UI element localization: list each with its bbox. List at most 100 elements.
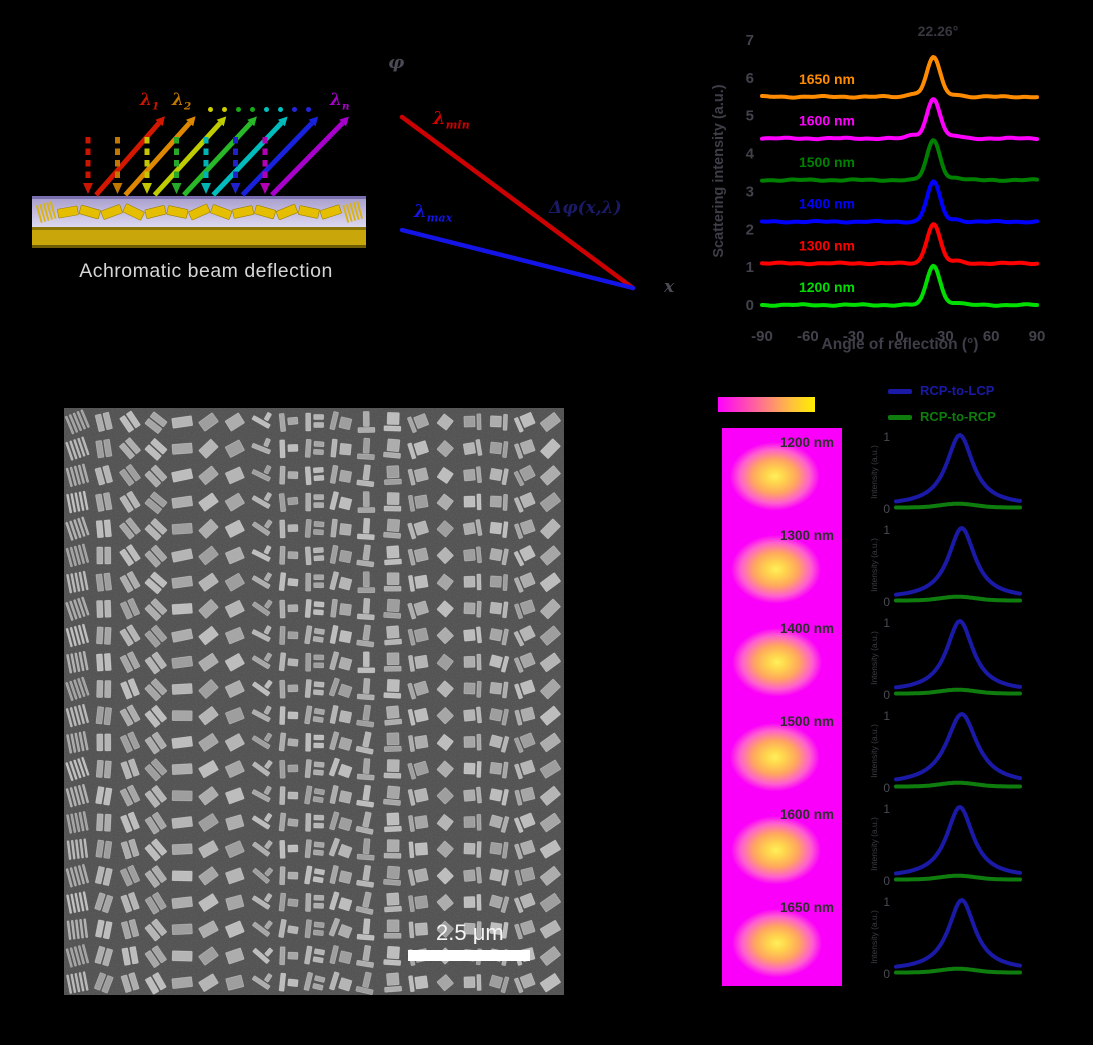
wavelength-dot xyxy=(306,107,311,113)
sem-antenna xyxy=(95,786,113,806)
reflected-arrowhead xyxy=(216,116,227,127)
sem-antenna xyxy=(304,839,325,859)
sem-antenna xyxy=(489,441,509,458)
sem-image xyxy=(64,408,564,995)
sem-antenna xyxy=(489,654,510,673)
sem-antenna xyxy=(95,919,113,940)
scattering-curve xyxy=(760,222,1039,267)
nanorod xyxy=(319,204,342,220)
scattering-curve xyxy=(760,138,1039,183)
sem-antenna xyxy=(251,519,273,536)
sem-antenna xyxy=(356,918,375,941)
sem-antenna xyxy=(384,625,403,646)
sem-antenna xyxy=(356,758,375,781)
scattering-y-axis-label: Scattering intensity (a.u.) xyxy=(711,84,727,258)
sem-antenna xyxy=(65,676,90,702)
sem-antenna xyxy=(120,811,140,833)
sem-antenna xyxy=(355,971,374,995)
sem-antenna xyxy=(279,626,299,645)
sem-antenna xyxy=(357,411,376,433)
x-tick-label: 30 xyxy=(937,328,954,345)
sem-antenna xyxy=(66,490,89,514)
sem-antenna xyxy=(514,439,536,460)
sem-antenna xyxy=(96,680,112,699)
sem-antenna xyxy=(408,921,429,939)
reflected-arrowhead xyxy=(339,116,349,127)
sem-antenna xyxy=(198,679,219,699)
sem-antenna xyxy=(198,920,219,939)
sem-antenna xyxy=(436,840,454,858)
sem-antenna xyxy=(119,784,141,807)
sem-antenna xyxy=(144,491,168,515)
nanorod xyxy=(57,205,79,219)
sem-antenna xyxy=(198,813,219,832)
sem-antenna xyxy=(407,467,429,486)
sem-antenna xyxy=(329,731,353,751)
sem-antenna xyxy=(539,839,562,859)
sem-antenna xyxy=(120,678,140,700)
sem-antenna xyxy=(96,546,112,565)
sem-antenna xyxy=(489,761,509,779)
sem-antenna xyxy=(64,409,90,435)
sem-antenna xyxy=(198,438,219,459)
sem-antenna xyxy=(278,892,299,912)
profile-curve xyxy=(894,712,1022,782)
sem-antenna xyxy=(171,602,193,615)
sem-antenna xyxy=(514,599,536,620)
sem-antenna xyxy=(329,785,353,805)
sem-antenna xyxy=(329,411,353,431)
sem-antenna xyxy=(225,974,245,991)
sem-antenna xyxy=(171,790,193,802)
sem-antenna xyxy=(489,974,510,994)
sem-antenna xyxy=(198,706,219,726)
heatmap-wavelength-label: 1600 nm xyxy=(779,807,834,822)
sem-antenna xyxy=(251,625,272,642)
sem-antenna xyxy=(304,919,325,939)
sem-antenna xyxy=(489,841,509,859)
sem-antenna xyxy=(383,945,402,966)
x-tick-label: -90 xyxy=(751,328,773,345)
sem-antenna xyxy=(489,628,509,646)
sem-antenna xyxy=(539,759,561,779)
plot-ytick-1: 1 xyxy=(883,802,890,816)
sem-antenna xyxy=(171,896,193,909)
sem-antenna xyxy=(278,918,299,938)
sem-antenna xyxy=(198,465,219,486)
sem-antenna xyxy=(94,892,114,914)
sem-antenna xyxy=(407,787,429,806)
intensity-profile-plot: 1 0 Intensity (a.u.) xyxy=(869,616,1022,702)
sem-antenna xyxy=(120,891,140,913)
sem-antenna xyxy=(66,570,89,594)
plot-ytick-0: 0 xyxy=(883,502,890,516)
sem-antenna xyxy=(436,680,454,698)
sem-antenna xyxy=(279,759,299,779)
sem-antenna xyxy=(436,974,454,992)
sem-antenna xyxy=(119,544,141,567)
sem-antenna xyxy=(198,545,219,566)
wavelength-dot xyxy=(250,107,255,113)
farfield-heatmap: 1200 nm xyxy=(722,428,842,521)
sem-antenna xyxy=(171,442,193,455)
sem-antenna xyxy=(513,625,536,647)
sem-antenna xyxy=(463,653,482,671)
sem-antenna xyxy=(251,411,272,429)
sem-antenna xyxy=(225,947,245,965)
sem-antenna xyxy=(120,597,141,620)
sem-antenna xyxy=(514,867,536,886)
sem-antenna xyxy=(251,464,272,482)
sem-antenna xyxy=(539,732,561,753)
sem-antenna xyxy=(96,599,112,618)
sem-antenna xyxy=(489,521,509,539)
sem-antenna xyxy=(171,950,193,962)
sem-antenna xyxy=(144,785,167,808)
sem-antenna xyxy=(463,626,483,644)
sem-antenna xyxy=(144,598,168,621)
sem-antenna xyxy=(251,705,272,723)
sem-antenna xyxy=(489,681,509,699)
sem-antenna xyxy=(408,574,429,592)
profile-curve xyxy=(894,619,1022,690)
sem-antenna xyxy=(539,492,561,512)
scale-bar xyxy=(408,950,530,961)
sem-antenna xyxy=(144,838,168,862)
